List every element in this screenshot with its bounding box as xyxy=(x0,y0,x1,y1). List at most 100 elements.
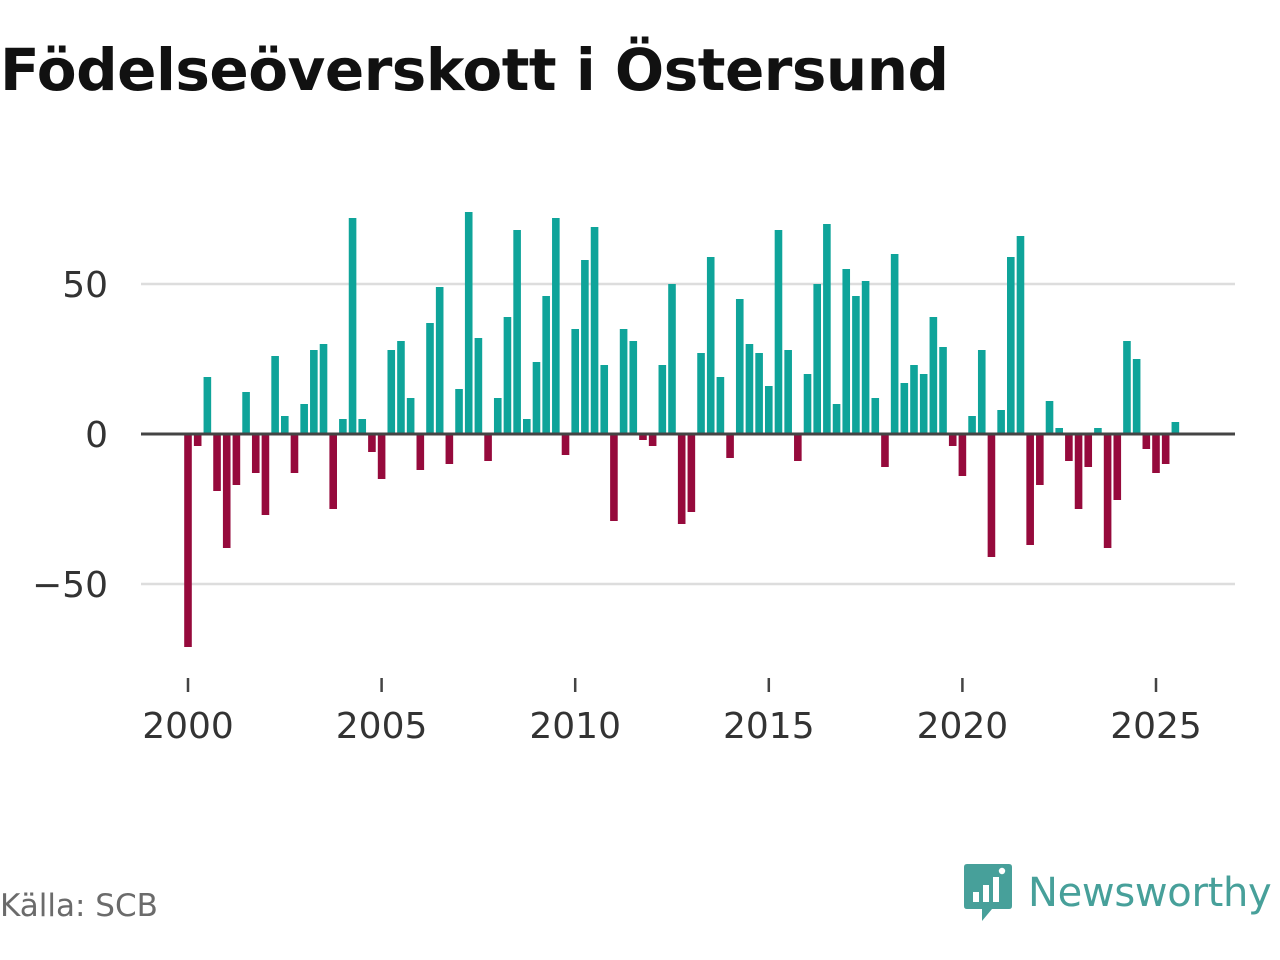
bar xyxy=(745,344,754,434)
bar xyxy=(455,389,463,434)
bar xyxy=(1113,434,1122,500)
bar-series xyxy=(184,212,1180,647)
bar xyxy=(203,377,212,434)
bar xyxy=(542,296,550,434)
bar xyxy=(900,383,909,434)
bar xyxy=(600,365,609,434)
bar xyxy=(474,338,483,434)
bar xyxy=(329,434,337,509)
bar xyxy=(842,269,851,434)
bar xyxy=(1094,428,1102,434)
bar xyxy=(958,434,967,476)
bar xyxy=(610,434,618,521)
bar xyxy=(222,434,231,548)
bar xyxy=(232,434,241,485)
bar xyxy=(629,341,638,434)
bar xyxy=(687,434,696,512)
bar xyxy=(590,227,599,434)
bar xyxy=(774,230,783,434)
bar xyxy=(929,317,938,434)
x-tick-label: 2025 xyxy=(1110,706,1202,747)
bar xyxy=(639,434,647,440)
bar xyxy=(977,350,986,434)
bar xyxy=(658,365,667,434)
bar xyxy=(377,434,386,479)
bar xyxy=(910,365,918,434)
bar xyxy=(1171,422,1180,434)
x-axis: 2000 2005 2010 2015 2020 2025 xyxy=(142,678,1202,747)
bar xyxy=(300,404,308,434)
bar xyxy=(445,434,454,464)
bar xyxy=(464,212,473,434)
grid-lines xyxy=(141,282,1235,586)
bar xyxy=(1142,434,1151,449)
bar xyxy=(832,404,841,434)
bar xyxy=(1084,434,1093,467)
bar xyxy=(406,398,415,434)
bar xyxy=(784,350,792,434)
bar xyxy=(561,434,570,455)
bar xyxy=(552,218,560,434)
y-tick-label: −50 xyxy=(32,565,108,606)
bar xyxy=(503,317,512,434)
brand-name: Newsworthy xyxy=(1028,870,1272,916)
bar xyxy=(571,329,579,434)
bar xyxy=(852,296,860,434)
bar xyxy=(1065,434,1073,461)
bar xyxy=(1045,401,1054,434)
chart-title: Födelseöverskott i Östersund xyxy=(0,36,949,104)
bar xyxy=(1132,359,1141,434)
x-tick-label: 2000 xyxy=(142,706,234,747)
bar xyxy=(532,362,541,434)
bar xyxy=(261,434,270,515)
bar xyxy=(213,434,221,491)
bar xyxy=(794,434,802,461)
bar xyxy=(397,341,405,434)
bar xyxy=(997,410,1005,434)
bar xyxy=(368,434,376,452)
bar xyxy=(726,434,734,458)
bar xyxy=(513,230,521,434)
bar xyxy=(523,419,531,434)
bar xyxy=(648,434,657,446)
bar xyxy=(803,374,812,434)
bar xyxy=(1026,434,1034,545)
bar xyxy=(484,434,492,461)
bar xyxy=(387,350,396,434)
bar xyxy=(735,299,744,434)
bar xyxy=(813,284,821,434)
x-tick-label: 2010 xyxy=(529,706,621,747)
bar xyxy=(1007,257,1015,434)
bar xyxy=(677,434,686,524)
bar xyxy=(493,398,502,434)
bar xyxy=(1016,236,1025,434)
x-tick-label: 2005 xyxy=(336,706,428,747)
newsworthy-logo-icon xyxy=(964,864,1012,921)
bar xyxy=(310,350,318,434)
bar xyxy=(890,254,899,434)
bar xyxy=(290,434,299,473)
bar xyxy=(1161,434,1170,464)
bar xyxy=(426,323,434,434)
bar xyxy=(1123,341,1131,434)
bar xyxy=(919,374,928,434)
bar xyxy=(881,434,889,467)
bar xyxy=(1103,434,1112,548)
y-tick-label: 0 xyxy=(85,415,108,456)
bar xyxy=(339,419,347,434)
bar-chart: −50 0 50 2000 2005 2010 2015 2020 2025 xyxy=(32,212,1235,747)
bar xyxy=(348,218,357,434)
x-tick-label: 2015 xyxy=(723,706,815,747)
newsworthy-logo: Newsworthy xyxy=(962,862,1272,924)
bar xyxy=(416,434,425,470)
bar xyxy=(581,260,589,434)
source-note: Källa: SCB xyxy=(0,888,158,924)
bar xyxy=(1036,434,1044,485)
bar xyxy=(968,416,976,434)
bar xyxy=(823,224,831,434)
bar xyxy=(697,353,705,434)
bar xyxy=(251,434,260,473)
bar xyxy=(861,281,870,434)
bar xyxy=(358,419,367,434)
bar xyxy=(668,284,676,434)
